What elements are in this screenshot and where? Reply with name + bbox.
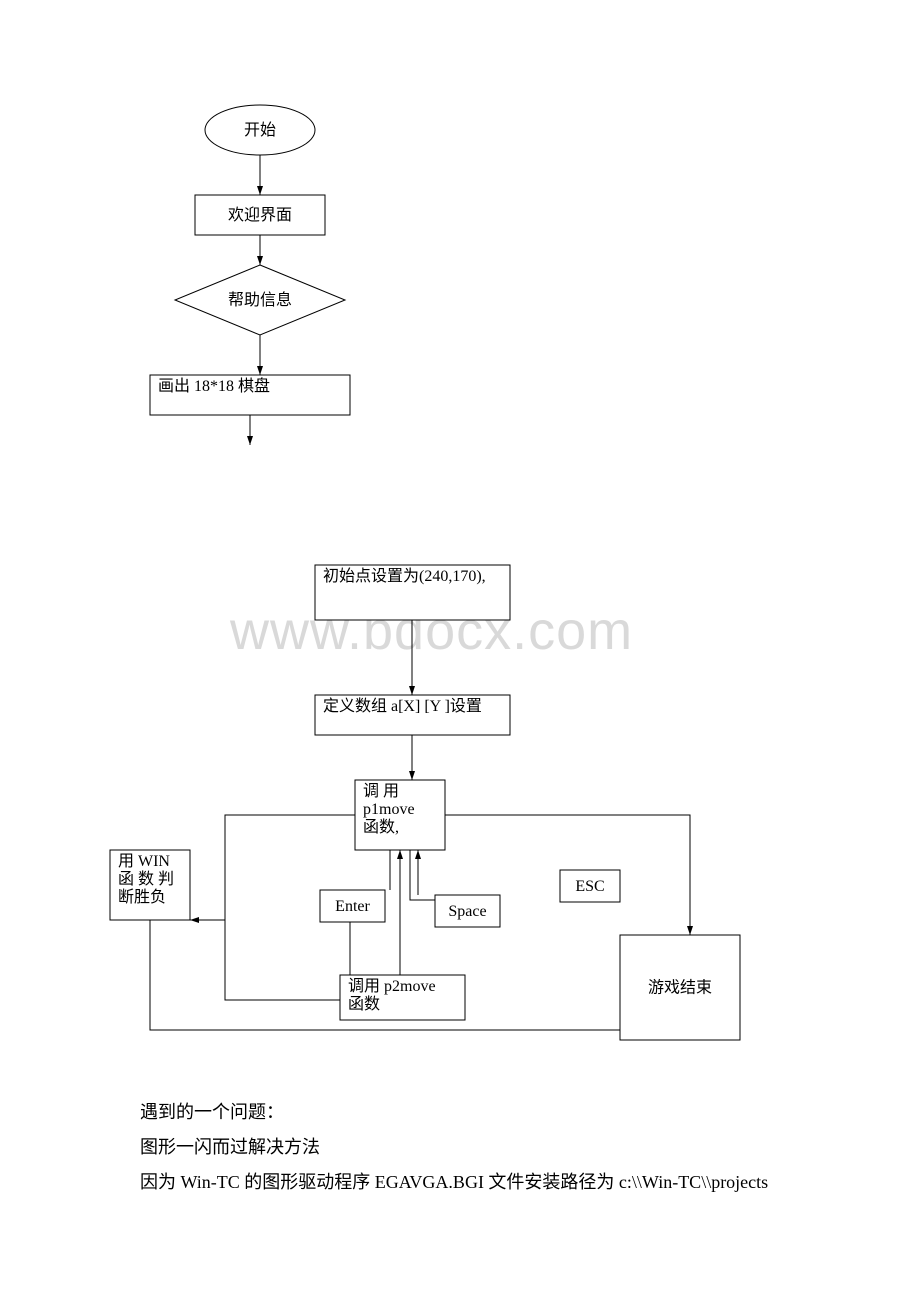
- paragraph-problem: 遇到的一个问题：: [140, 1095, 284, 1129]
- paragraph-solution: 图形一闪而过解决方法: [140, 1130, 320, 1164]
- node-label-p1move: 函数,: [363, 818, 399, 836]
- flowchart-svg: 开始欢迎界面帮助信息画出 18*18 棋盘初始点设置为(240,170), 定义数…: [0, 0, 920, 1302]
- node-label-p2move: 调用 p2move: [348, 977, 436, 995]
- node-label-defarr: 定义数组 a[X] [Y ]设置: [323, 697, 482, 715]
- node-label-p1move: 调 用: [363, 782, 399, 800]
- node-label-space: Space: [448, 903, 486, 920]
- node-label-board: 画出 18*18 棋盘: [158, 376, 270, 395]
- edge-p2move-winjudge: [225, 920, 340, 1000]
- edge-p1move-space: [410, 850, 435, 900]
- paragraph-reason: 因为 Win-TC 的图形驱动程序 EGAVGA.BGI 文件安装路径为 c:\…: [140, 1165, 768, 1199]
- node-label-winjudge: 用 WIN: [118, 853, 170, 870]
- node-label-gameover: 游戏结束: [648, 979, 712, 997]
- node-label-initpt: 初始点设置为(240,170),: [323, 567, 486, 585]
- node-label-p2move: 函数: [348, 995, 380, 1013]
- node-label-welcome: 欢迎界面: [228, 206, 292, 224]
- node-label-p1move: p1move: [363, 801, 415, 818]
- page: www.bdocx.com 开始欢迎界面帮助信息画出 18*18 棋盘初始点设置…: [0, 0, 920, 1302]
- node-label-winjudge: 断胜负: [118, 888, 166, 906]
- node-label-esc: ESC: [575, 878, 604, 895]
- node-label-help: 帮助信息: [228, 291, 292, 309]
- node-label-start: 开始: [244, 121, 276, 139]
- node-label-winjudge: 函 数 判: [118, 870, 174, 888]
- node-label-enter: Enter: [335, 898, 370, 915]
